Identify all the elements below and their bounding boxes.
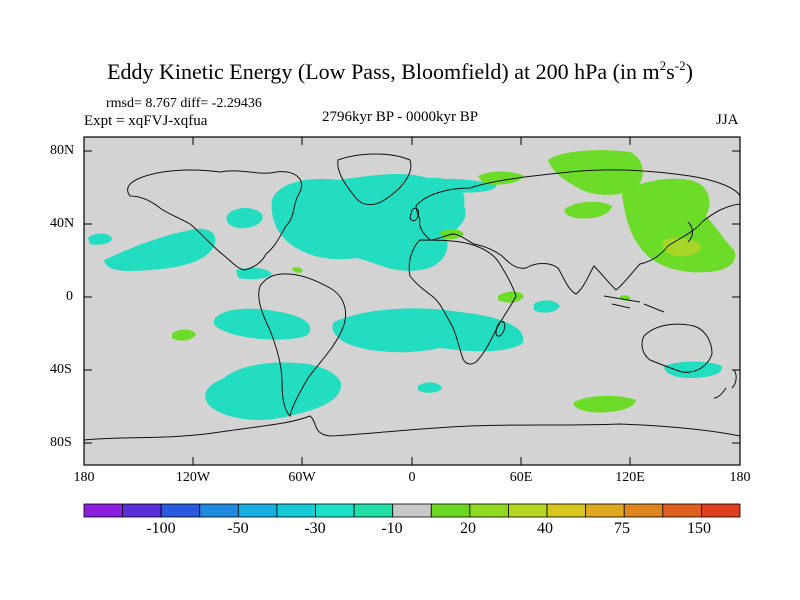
lon-tick-120e: 120E <box>615 470 645 485</box>
central-asia-region <box>564 201 612 219</box>
colorbar-swatch <box>122 503 162 518</box>
east-asia-strong-region <box>662 237 701 257</box>
greenland-coast <box>337 153 412 205</box>
colorbar-swatch <box>623 503 664 518</box>
colorbar <box>83 503 741 518</box>
colorbar-swatch <box>469 503 509 518</box>
siberia-region <box>548 150 643 195</box>
japan-coast <box>687 221 693 243</box>
south-pacific-region <box>213 308 311 340</box>
australia-east-region <box>664 361 723 378</box>
colorbar-swatch <box>83 503 123 518</box>
colorbar-swatch <box>315 503 355 518</box>
stats-label: rmsd= 8.767 diff= -2.29436 <box>106 96 262 111</box>
colorbar-label: -10 <box>381 520 403 537</box>
coastlines <box>83 153 741 441</box>
colorbar-swatch <box>662 503 702 518</box>
antarctica-coast <box>83 415 741 441</box>
colorbar-swatch <box>199 503 239 518</box>
colorbar-swatch <box>160 503 201 518</box>
negative-anomaly-regions <box>88 174 723 421</box>
colorbar-swatch <box>237 503 278 518</box>
axis-ticks <box>84 137 740 465</box>
uk-coast <box>409 207 419 222</box>
east-asia-region <box>622 178 736 273</box>
new-zealand-coast <box>713 369 737 399</box>
south-atlantic-region <box>332 308 524 353</box>
indonesia-coast <box>603 295 665 313</box>
colorbar-swatch <box>353 503 394 518</box>
lon-tick-60w: 60W <box>288 470 316 485</box>
australia-coast <box>641 323 713 373</box>
south-indian-region <box>418 382 442 393</box>
colorbar-swatch <box>430 503 471 518</box>
africa-east-region <box>476 339 504 351</box>
east-pacific-band <box>104 228 216 271</box>
lon-tick-180e: 180 <box>729 470 751 485</box>
north-america-coast <box>127 169 302 271</box>
southern-ocean-region <box>205 362 342 421</box>
africa-coast <box>408 239 517 365</box>
south-america-coast <box>258 273 346 418</box>
north-atlantic-region <box>271 174 466 271</box>
indian-ocean-region <box>534 300 560 313</box>
map-title: Eddy Kinetic Energy (Low Pass, Bloomfiel… <box>107 58 693 84</box>
colorbar-label: -30 <box>304 520 326 537</box>
greenland-region <box>426 178 497 193</box>
madagascar-coast <box>495 321 506 337</box>
lat-tick-40n: 40N <box>50 216 75 231</box>
lat-tick-80n: 80N <box>50 143 75 158</box>
colorbar-label: 20 <box>460 520 476 537</box>
central-america-region <box>236 267 272 280</box>
africa-patch <box>498 291 524 303</box>
colorbar-label: 150 <box>687 520 711 537</box>
eurasia-coast <box>415 169 741 295</box>
lat-tick-40s: 40S <box>50 362 72 377</box>
lon-tick-60e: 60E <box>509 470 533 485</box>
colorbar-label: -50 <box>227 520 249 537</box>
colorbar-swatch <box>276 503 316 518</box>
pacific-patch <box>172 329 196 341</box>
positive-anomaly-regions <box>172 150 736 413</box>
colorbar-swatch <box>585 503 625 518</box>
colorbar-swatch <box>508 503 548 518</box>
experiment-label: Expt = xqFVJ-xqfua <box>84 113 208 129</box>
colorbar-label: 40 <box>537 520 553 537</box>
lon-tick-180w: 180 <box>73 470 95 485</box>
north-pacific-region <box>226 208 263 229</box>
colorbar-swatch <box>546 503 587 518</box>
colorbar-swatch <box>701 503 741 518</box>
north-america-patch <box>292 267 303 273</box>
colorbar-label: 75 <box>614 520 630 537</box>
colorbar-swatch <box>392 503 432 518</box>
period-label: 2796kyr BP - 0000kyr BP <box>322 109 479 125</box>
dateline-region <box>88 233 112 245</box>
lon-tick-120w: 120W <box>175 470 211 485</box>
lat-tick-80s: 80S <box>50 435 72 450</box>
lat-tick-0: 0 <box>66 289 73 304</box>
arctic-region <box>478 171 524 185</box>
australia-south-patch <box>573 395 636 413</box>
season-label: JJA <box>716 112 739 128</box>
lon-tick-0: 0 <box>408 470 416 485</box>
colorbar-label: -100 <box>146 520 176 537</box>
